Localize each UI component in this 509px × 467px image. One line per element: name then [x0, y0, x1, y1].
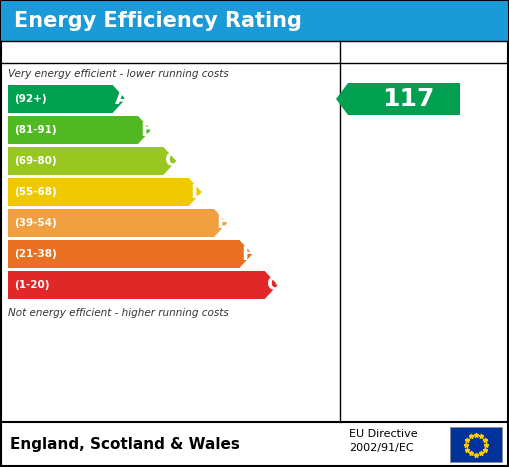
- Text: C: C: [165, 151, 180, 170]
- Polygon shape: [8, 147, 176, 175]
- Text: 117: 117: [382, 87, 434, 111]
- Polygon shape: [8, 240, 252, 268]
- Text: E: E: [216, 213, 229, 233]
- Text: G: G: [267, 276, 283, 295]
- Text: Energy Efficiency Rating: Energy Efficiency Rating: [14, 11, 302, 31]
- Text: B: B: [140, 120, 155, 140]
- Polygon shape: [8, 271, 278, 299]
- Text: D: D: [191, 183, 207, 201]
- Text: (39-54): (39-54): [14, 218, 56, 228]
- Text: (92+): (92+): [14, 94, 47, 104]
- Text: A: A: [115, 90, 130, 108]
- Text: England, Scotland & Wales: England, Scotland & Wales: [10, 437, 240, 452]
- Polygon shape: [8, 178, 202, 206]
- Text: Very energy efficient - lower running costs: Very energy efficient - lower running co…: [8, 69, 229, 79]
- Text: (81-91): (81-91): [14, 125, 56, 135]
- Text: (55-68): (55-68): [14, 187, 56, 197]
- Bar: [1, 1, 508, 41]
- Polygon shape: [8, 209, 227, 237]
- Polygon shape: [336, 83, 460, 115]
- Text: EU Directive: EU Directive: [349, 429, 417, 439]
- Polygon shape: [8, 116, 151, 144]
- Text: (69-80): (69-80): [14, 156, 56, 166]
- Text: 2002/91/EC: 2002/91/EC: [349, 443, 414, 453]
- Text: (1-20): (1-20): [14, 280, 49, 290]
- Polygon shape: [8, 85, 126, 113]
- Text: Not energy efficient - higher running costs: Not energy efficient - higher running co…: [8, 308, 229, 318]
- Bar: [450, 427, 502, 462]
- Text: F: F: [241, 245, 254, 263]
- Text: (21-38): (21-38): [14, 249, 56, 259]
